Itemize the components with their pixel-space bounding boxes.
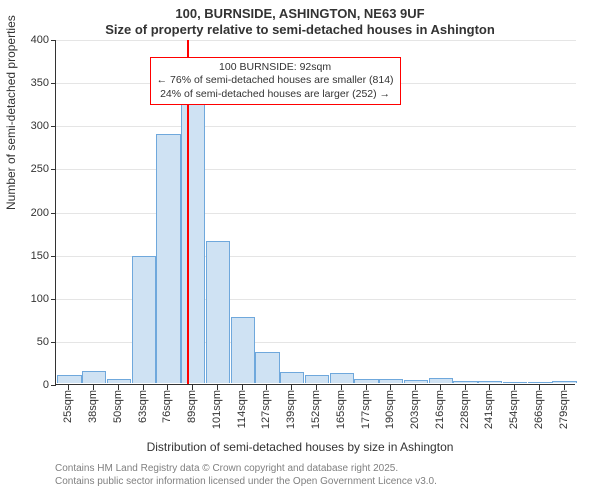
- bar: [57, 375, 81, 383]
- y-tick-label: 400: [9, 34, 49, 46]
- bar: [206, 241, 230, 383]
- y-tick-label: 100: [9, 293, 49, 305]
- footer-credits: Contains HM Land Registry data © Crown c…: [55, 462, 437, 488]
- gridline: [56, 126, 576, 127]
- y-tick: [51, 40, 56, 41]
- x-tick-label: 101sqm: [211, 390, 223, 429]
- bar: [107, 379, 131, 383]
- x-tick-label: 63sqm: [137, 390, 149, 423]
- title-line-1: 100, BURNSIDE, ASHINGTON, NE63 9UF: [0, 6, 600, 21]
- bar: [429, 378, 453, 383]
- y-tick-label: 350: [9, 77, 49, 89]
- x-tick-label: 254sqm: [508, 390, 520, 429]
- bar: [379, 379, 403, 383]
- x-tick-label: 152sqm: [310, 390, 322, 429]
- x-tick-label: 114sqm: [236, 390, 248, 428]
- gridline: [56, 40, 576, 41]
- x-tick-label: 25sqm: [62, 390, 74, 423]
- bar: [231, 317, 255, 383]
- x-tick-label: 139sqm: [285, 390, 297, 429]
- annotation-line-3: 24% of semi-detached houses are larger (…: [157, 88, 394, 101]
- x-tick-label: 203sqm: [409, 390, 421, 429]
- bar: [305, 375, 329, 383]
- gridline: [56, 169, 576, 170]
- y-tick-label: 0: [9, 379, 49, 391]
- plot-area: 05010015020025030035040025sqm38sqm50sqm6…: [55, 40, 575, 385]
- annotation-box: 100 BURNSIDE: 92sqm← 76% of semi-detache…: [150, 57, 401, 104]
- bar: [181, 102, 205, 383]
- y-tick-label: 300: [9, 120, 49, 132]
- x-tick-label: 165sqm: [335, 390, 347, 429]
- x-tick-label: 279sqm: [558, 390, 570, 429]
- bar: [552, 381, 576, 383]
- y-tick-label: 50: [9, 336, 49, 348]
- bar: [330, 373, 354, 383]
- bar: [478, 381, 502, 383]
- title-line-2: Size of property relative to semi-detach…: [0, 22, 600, 37]
- x-tick-label: 76sqm: [161, 390, 173, 423]
- x-tick-label: 228sqm: [459, 390, 471, 429]
- x-tick-label: 89sqm: [186, 390, 198, 423]
- y-tick-label: 150: [9, 250, 49, 262]
- bar: [280, 372, 304, 383]
- bar: [404, 380, 428, 383]
- footer-line-2: Contains public sector information licen…: [55, 475, 437, 488]
- x-tick-label: 266sqm: [533, 390, 545, 429]
- bar: [82, 371, 106, 383]
- y-tick-label: 200: [9, 207, 49, 219]
- x-axis-title: Distribution of semi-detached houses by …: [0, 440, 600, 454]
- chart-container: 100, BURNSIDE, ASHINGTON, NE63 9UF Size …: [0, 0, 600, 500]
- y-tick: [51, 126, 56, 127]
- footer-line-1: Contains HM Land Registry data © Crown c…: [55, 462, 437, 475]
- x-tick-label: 177sqm: [360, 390, 372, 429]
- bar: [453, 381, 477, 383]
- y-tick: [51, 256, 56, 257]
- bar: [156, 134, 180, 383]
- x-tick-label: 190sqm: [384, 390, 396, 429]
- y-tick: [51, 83, 56, 84]
- y-tick: [51, 342, 56, 343]
- x-tick-label: 38sqm: [87, 390, 99, 423]
- bar: [132, 256, 156, 383]
- bar: [255, 352, 279, 383]
- annotation-line-1: 100 BURNSIDE: 92sqm: [157, 61, 394, 74]
- bar: [503, 382, 527, 383]
- y-tick: [51, 169, 56, 170]
- y-tick-label: 250: [9, 163, 49, 175]
- x-tick-label: 241sqm: [483, 390, 495, 429]
- x-tick-label: 216sqm: [434, 390, 446, 429]
- bar: [528, 382, 552, 383]
- x-tick-label: 50sqm: [112, 390, 124, 423]
- y-tick: [51, 213, 56, 214]
- bar: [354, 379, 378, 383]
- y-tick: [51, 299, 56, 300]
- x-tick-label: 127sqm: [260, 390, 272, 429]
- gridline: [56, 213, 576, 214]
- plot-wrapper: 05010015020025030035040025sqm38sqm50sqm6…: [55, 40, 575, 385]
- annotation-line-2: ← 76% of semi-detached houses are smalle…: [157, 74, 394, 87]
- y-tick: [51, 385, 56, 386]
